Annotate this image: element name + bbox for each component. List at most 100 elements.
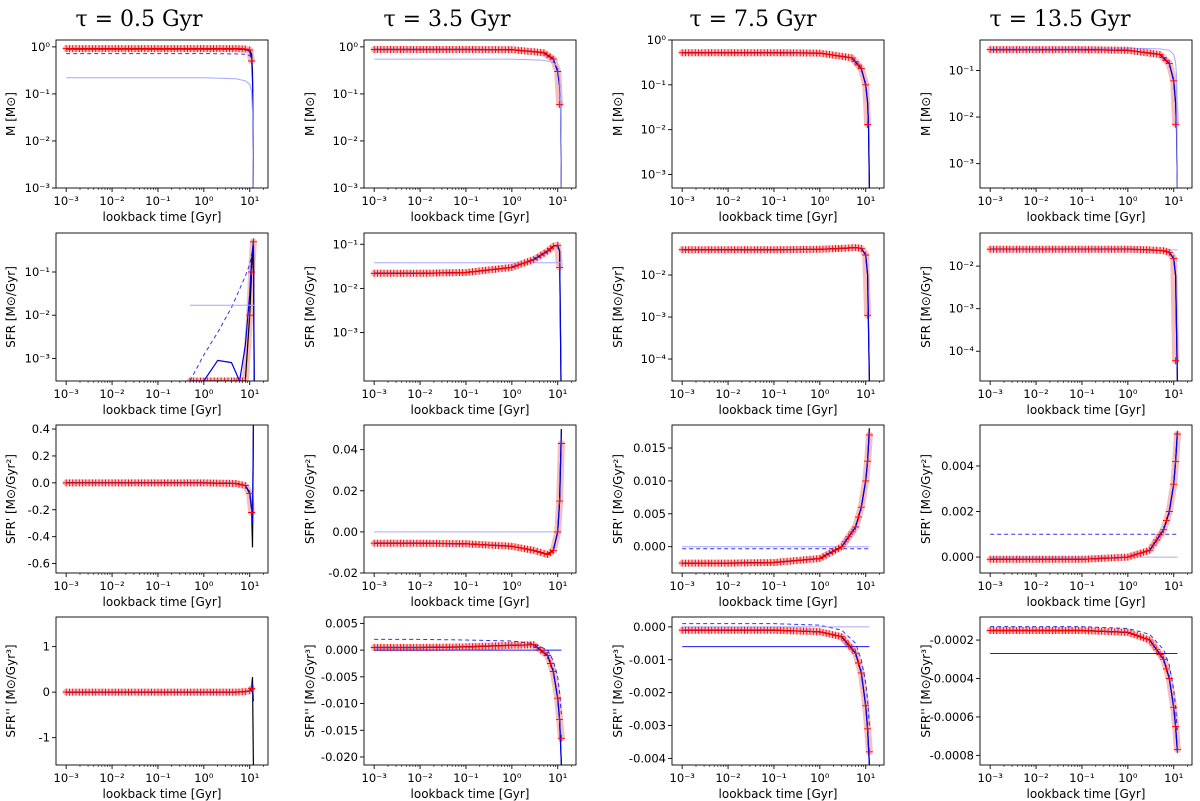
x-tick-label: 10⁻² (407, 579, 432, 593)
y-axis-label: SFR' [M⊙/Gyr²] (919, 454, 933, 544)
x-tick-label: 10⁰ (1118, 194, 1138, 208)
y-axis-label: SFR'' [M⊙/Gyr³] (4, 644, 18, 737)
y-axis: -0.0008 -0.0006 -0.0004 -0.0002 (930, 633, 980, 762)
series-model (66, 47, 254, 188)
x-tick-label: 10⁻³ (978, 387, 1004, 401)
plot-area (370, 638, 565, 765)
column-title-tau-0.5: τ = 0.5 Gyr (75, 7, 203, 32)
x-axis: 10⁻³ 10⁻² 10⁻¹ 10⁰ 10¹ (978, 381, 1188, 401)
y-tick-label: -0.2 (28, 503, 50, 517)
y-tick-label: 10⁰ (339, 40, 359, 54)
series-fit (66, 48, 254, 188)
sample-markers (370, 46, 564, 108)
panel-tau-0.5-sfr2: 10⁻³ 10⁻² 10⁻¹ 10⁰ 10¹ lookback time [Gyr] -1 0… (4, 616, 269, 801)
y-tick-label: -1 (39, 731, 50, 745)
y-tick-label: -0.010 (321, 697, 358, 711)
x-tick-label: 10⁻¹ (453, 771, 478, 785)
x-tick-label: 10⁻³ (978, 771, 1004, 785)
uncertainty-band (62, 45, 256, 65)
x-tick-label: 10⁰ (194, 194, 214, 208)
x-axis-label: lookback time [Gyr] (411, 403, 530, 417)
y-axis-label: SFR' [M⊙/Gyr²] (4, 454, 18, 544)
x-axis: 10⁻³ 10⁻² 10⁻¹ 10⁰ 10¹ (670, 188, 880, 208)
sample-markers (370, 241, 564, 277)
y-tick-label: 10⁻² (949, 110, 974, 124)
x-axis: 10⁻³ 10⁻² 10⁻¹ 10⁰ 10¹ (978, 765, 1188, 785)
x-axis: 10⁻³ 10⁻² 10⁻¹ 10⁰ 10¹ (670, 765, 880, 785)
y-tick-label: 10⁻² (641, 268, 666, 282)
uncertainty-band (370, 46, 564, 108)
x-tick-label: 10⁻² (407, 194, 432, 208)
sample-markers (370, 440, 565, 558)
x-tick-label: 10⁰ (194, 771, 214, 785)
panel-tau-0.5-mass: 10⁻³ 10⁻² 10⁻¹ 10⁰ 10¹ lookback time [Gyr] 10⁻… (4, 39, 269, 224)
y-tick-label: -0.004 (629, 751, 666, 765)
x-tick-label: 10⁻² (1023, 579, 1048, 593)
y-tick-label: 10⁻¹ (949, 63, 974, 77)
y-tick-label: 10⁻² (333, 281, 358, 295)
column-title-tau-7.5: τ = 7.5 Gyr (689, 7, 817, 32)
panel-tau-13.5-mass: 10⁻³ 10⁻² 10⁻¹ 10⁰ 10¹ lookback time [Gyr] 10⁻… (919, 39, 1193, 224)
panel-tau-13.5-sfr: 10⁻³ 10⁻² 10⁻¹ 10⁰ 10¹ lookback time [Gyr] 10⁻… (919, 232, 1193, 417)
panel-tau-7.5-mass: 10⁻³ 10⁻² 10⁻¹ 10⁰ 10¹ lookback time [Gyr] 10⁻… (611, 33, 885, 224)
x-tick-label: 10⁻¹ (761, 771, 786, 785)
uncertainty-band (678, 626, 873, 756)
x-tick-label: 10¹ (1164, 387, 1183, 401)
y-tick-label: -0.003 (629, 719, 666, 733)
y-tick-label: 10⁻¹ (25, 87, 50, 101)
y-tick-label: 0.0 (32, 476, 50, 490)
y-tick-label: -0.02 (328, 566, 358, 580)
series-model (374, 644, 562, 765)
sample-markers (986, 627, 1181, 754)
series-fit (682, 52, 870, 188)
y-axis-label: SFR [M⊙/Gyr] (919, 266, 933, 348)
x-tick-label: 10⁻² (715, 387, 740, 401)
x-tick-label: 10⁻¹ (761, 579, 786, 593)
y-tick-label: 10⁻³ (949, 302, 975, 316)
plot-area (986, 626, 1181, 754)
y-tick-label: 10⁻² (333, 134, 358, 148)
y-tick-label: -0.002 (629, 686, 666, 700)
axes-frame (671, 424, 885, 574)
sample-markers (186, 238, 257, 381)
y-axis-label: SFR [M⊙/Gyr] (4, 266, 18, 348)
x-tick-label: 10⁰ (502, 194, 522, 208)
y-axis: 10⁻³ 10⁻² 10⁻¹ 10⁰ (25, 40, 56, 195)
panel-tau-7.5-sfr1: 10⁻³ 10⁻² 10⁻¹ 10⁰ 10¹ lookback time [Gyr] 0.0… (611, 424, 885, 609)
series-fit (990, 48, 1178, 188)
y-tick-label: 10⁻³ (641, 168, 667, 182)
y-tick-label: 10⁻⁴ (641, 352, 667, 366)
x-axis-label: lookback time [Gyr] (103, 595, 222, 609)
x-tick-label: 10¹ (856, 194, 875, 208)
x-axis-label: lookback time [Gyr] (1027, 787, 1146, 801)
x-tick-label: 10¹ (548, 579, 567, 593)
y-tick-label: -0.0008 (930, 748, 974, 762)
x-axis-label: lookback time [Gyr] (411, 210, 530, 224)
y-tick-label: 0.004 (941, 459, 974, 473)
series-fit (682, 246, 870, 381)
series-model (990, 629, 1178, 752)
x-axis: 10⁻³ 10⁻² 10⁻¹ 10⁰ 10¹ (978, 188, 1188, 208)
plot-area (986, 46, 1180, 188)
y-tick-label: 0.015 (633, 441, 666, 455)
y-tick-label: 10⁻³ (25, 351, 51, 365)
plot-area (186, 238, 257, 381)
y-tick-label: 0.04 (332, 443, 358, 457)
x-tick-label: 10⁻² (715, 771, 740, 785)
panel-tau-3.5-sfr1: 10⁻³ 10⁻² 10⁻¹ 10⁰ 10¹ lookback time [Gyr] -0.… (303, 424, 577, 609)
axes-frame (671, 616, 885, 766)
series-fit-dashed (66, 53, 254, 188)
axes-frame (979, 232, 1193, 382)
x-axis: 10⁻³ 10⁻² 10⁻¹ 10⁰ 10¹ (362, 188, 572, 208)
x-axis: 10⁻³ 10⁻² 10⁻¹ 10⁰ 10¹ (362, 381, 572, 401)
x-axis-label: lookback time [Gyr] (411, 595, 530, 609)
axes-frame (363, 39, 577, 189)
panel-tau-0.5-sfr1: 10⁻³ 10⁻² 10⁻¹ 10⁰ 10¹ lookback time [Gyr] -0.… (4, 422, 269, 609)
series-fit-dashed (374, 638, 562, 715)
series-fit (374, 644, 562, 765)
x-tick-label: 10⁻³ (362, 579, 388, 593)
plot-area (678, 49, 872, 188)
series-model (990, 431, 1178, 560)
x-tick-label: 10⁻³ (54, 194, 80, 208)
